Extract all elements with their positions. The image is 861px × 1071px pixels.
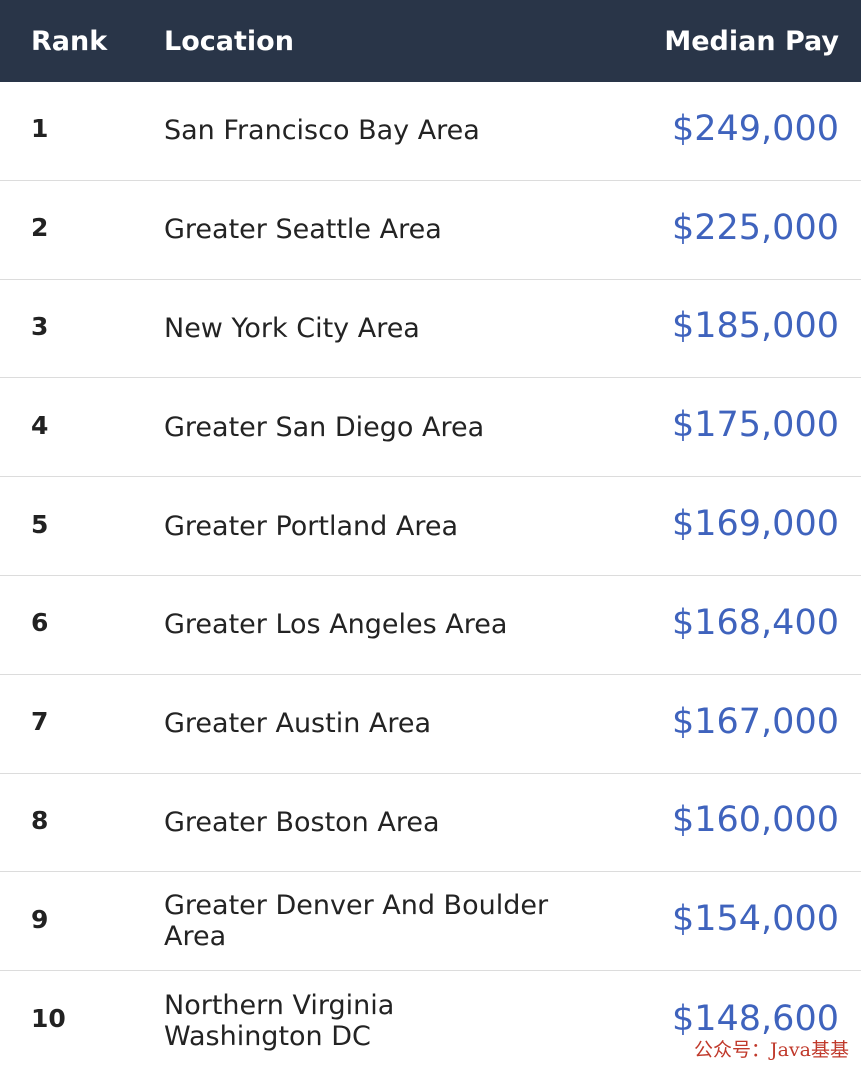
median-pay-cell: $175,000	[671, 405, 839, 446]
location-cell: Greater Boston Area	[164, 806, 440, 838]
location-cell: Greater Portland Area	[164, 510, 459, 542]
median-pay-cell: $225,000	[671, 207, 839, 248]
location-cell: Greater Los Angeles Area	[164, 609, 508, 641]
location-cell: Northern Virginia Washington DC	[164, 989, 395, 1052]
location-cell: New York City Area	[164, 312, 420, 344]
header-rank[interactable]: Rank	[31, 25, 108, 57]
location-cell: Greater Denver And Boulder Area	[164, 890, 549, 953]
table-row[interactable]: 3 New York City Area $185,000	[0, 280, 861, 379]
median-pay-cell: $168,400	[671, 602, 839, 643]
table-row[interactable]: 7 Greater Austin Area $167,000	[0, 675, 861, 774]
rank-cell: 3	[31, 311, 49, 341]
location-cell: Greater Austin Area	[164, 708, 432, 740]
location-cell: San Francisco Bay Area	[164, 115, 480, 147]
median-pay-cell: $160,000	[671, 800, 839, 841]
table-row[interactable]: 8 Greater Boston Area $160,000	[0, 774, 861, 873]
table-row[interactable]: 2 Greater Seattle Area $225,000	[0, 181, 861, 280]
location-cell: Greater San Diego Area	[164, 411, 485, 443]
rank-cell: 5	[31, 509, 49, 539]
median-pay-cell: $148,600	[671, 998, 839, 1039]
rank-cell: 9	[31, 904, 49, 934]
rank-cell: 8	[31, 805, 49, 835]
table-row[interactable]: 9 Greater Denver And Boulder Area $154,0…	[0, 872, 861, 972]
table-row[interactable]: 1 San Francisco Bay Area $249,000	[0, 82, 861, 181]
rank-cell: 2	[31, 213, 49, 243]
header-location[interactable]: Location	[164, 25, 294, 57]
median-pay-cell: $185,000	[671, 306, 839, 347]
median-pay-cell: $249,000	[671, 108, 839, 149]
header-median-pay[interactable]: Median Pay	[664, 25, 839, 57]
watermark: 公众号：Java基基	[689, 1034, 853, 1063]
table-row[interactable]: 4 Greater San Diego Area $175,000	[0, 378, 861, 478]
median-pay-cell: $167,000	[671, 701, 839, 742]
rank-cell: 4	[31, 410, 49, 440]
table-row[interactable]: 6 Greater Los Angeles Area $168,400	[0, 576, 861, 675]
median-pay-cell: $169,000	[671, 504, 839, 545]
median-pay-cell: $154,000	[671, 899, 839, 940]
location-cell: Greater Seattle Area	[164, 214, 442, 246]
rank-cell: 10	[31, 1004, 66, 1034]
rank-cell: 1	[31, 114, 49, 144]
rank-cell: 7	[31, 707, 49, 737]
table-header: Rank Location Median Pay	[0, 0, 861, 82]
table-row[interactable]: 10 Northern Virginia Washington DC $148,…	[0, 971, 861, 1070]
table-row[interactable]: 5 Greater Portland Area $169,000	[0, 477, 861, 576]
rank-cell: 6	[31, 608, 49, 638]
